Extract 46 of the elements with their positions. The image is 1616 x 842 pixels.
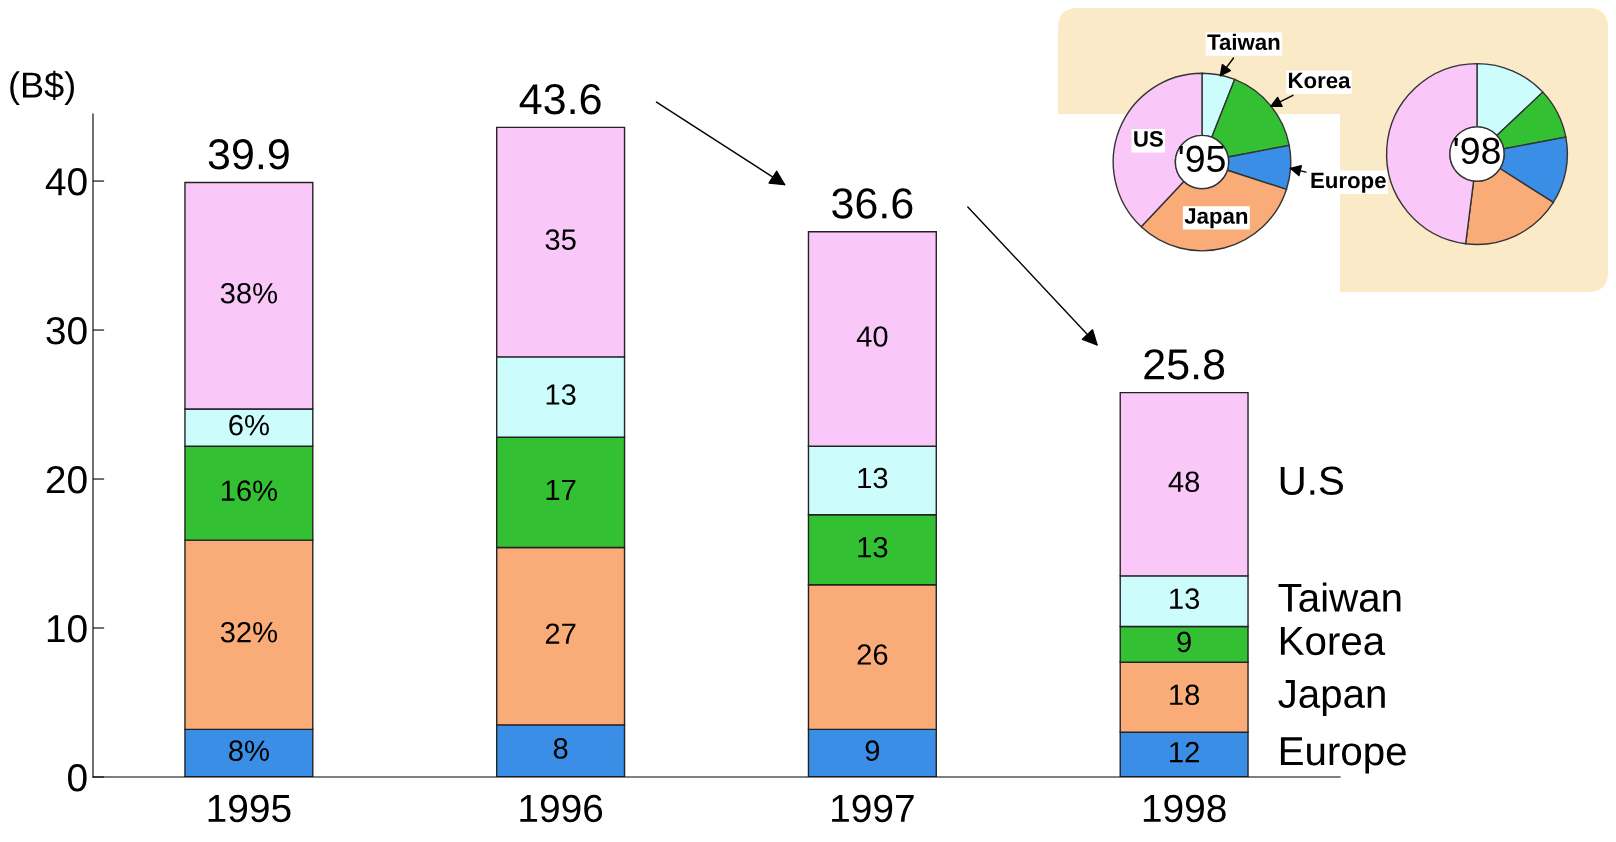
x-tick-label: 1995 <box>208 794 291 823</box>
total-label: 43.6 <box>519 83 601 115</box>
x-tick-label: 1997 <box>832 794 914 823</box>
y-axis-title: (B$) <box>10 70 74 105</box>
annotation: 13 <box>1170 588 1200 610</box>
x-tick-label: 1996 <box>520 794 603 823</box>
annotation: 17 <box>546 479 576 500</box>
series-label: Europe <box>1280 737 1406 774</box>
annotation: 32% <box>220 621 278 643</box>
series-label: Korea <box>1280 627 1386 656</box>
y-tick-label: 30 <box>46 316 87 345</box>
annotation: 18 <box>1170 684 1200 706</box>
annotation: 13 <box>858 536 888 558</box>
annotation: 8% <box>229 740 269 761</box>
slice-label: Korea <box>1288 72 1351 89</box>
annotation: 8 <box>553 738 568 759</box>
annotation: 9 <box>865 740 880 761</box>
annotation: 9 <box>1177 631 1191 653</box>
text: '95 <box>1179 145 1225 173</box>
series-label: Taiwan <box>1278 582 1401 613</box>
x-tick-label: 1998 <box>1143 794 1226 823</box>
y-tick-label: 10 <box>47 614 87 643</box>
annotation: 13 <box>858 467 888 489</box>
annotation: 35 <box>545 229 576 250</box>
slice-label: Japan <box>1184 208 1248 229</box>
annotation: 13 <box>546 384 576 405</box>
annotation: 26 <box>857 644 888 665</box>
slice-label: US <box>1134 130 1163 147</box>
series-label: Japan <box>1278 680 1385 717</box>
annotation: 48 <box>1168 471 1200 493</box>
annotation: 40 <box>856 326 888 347</box>
text: '98 <box>1454 137 1500 165</box>
y-tick-label: 0 <box>68 763 87 792</box>
slice-label: Europe <box>1311 172 1386 193</box>
annotation: 16% <box>221 480 278 502</box>
annotation: 6% <box>229 414 269 436</box>
y-tick-label: 20 <box>46 465 87 494</box>
annotation: 12 <box>1170 741 1199 763</box>
annotation: 27 <box>545 623 576 644</box>
total-label: 39.9 <box>208 139 289 170</box>
annotation: 38% <box>220 282 278 304</box>
y-tick-label: 40 <box>45 167 87 196</box>
total-label: 36.6 <box>832 188 913 219</box>
series-label: U.S <box>1280 466 1343 496</box>
slice-label: Taiwan <box>1207 33 1280 51</box>
total-label: 25.8 <box>1144 349 1225 380</box>
